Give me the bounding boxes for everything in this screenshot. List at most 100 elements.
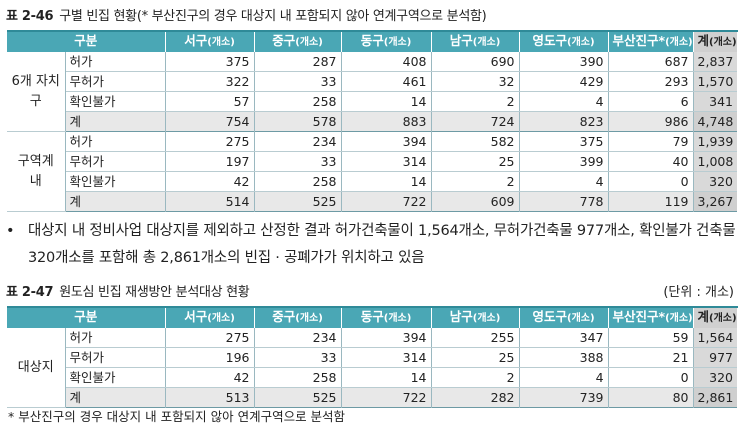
row-group: 대상지 허가 275 234 394 255 347 59 1,564 무허가 196 33 314 25… [7, 328, 738, 408]
column-header-label: 서구 [184, 309, 208, 324]
column-header: 남구(개소) [431, 307, 520, 328]
cell-value: 390 [519, 52, 609, 72]
cell-value: 275 [165, 131, 255, 152]
row-label: 허가 [65, 131, 166, 152]
cell-value: 609 [431, 191, 520, 212]
column-header-unit: (개소) [383, 37, 412, 48]
cell-value: 234 [254, 131, 342, 152]
cell-value: 394 [341, 131, 432, 152]
cell-value: 80 [608, 387, 694, 408]
cell-value: 823 [519, 111, 609, 132]
table-row: 무허가 197 33 314 25 399 40 1,008 [7, 151, 738, 172]
row-label: 확인불가 [65, 367, 166, 388]
cell-value: 42 [165, 171, 255, 192]
cell-value: 14 [341, 367, 432, 388]
cell-value: 21 [608, 347, 694, 368]
cell-value: 255 [431, 328, 520, 348]
column-header: 부산진구*(개소) [608, 307, 694, 328]
cell-value: 375 [165, 52, 255, 72]
table-row: 확인불가 42 258 14 2 4 0 320 [7, 367, 738, 388]
column-header: 계(개소) [693, 31, 738, 52]
summary-text: 대상지 내 정비사업 대상지를 제외하고 산정한 결과 허가건축물이 1,564… [28, 223, 736, 266]
cell-value: 314 [341, 347, 432, 368]
cell-value: 4 [519, 171, 609, 192]
column-header-unit: (개소) [383, 313, 412, 324]
cell-value: 4 [519, 91, 609, 112]
column-header: 남구(개소) [431, 31, 520, 52]
table-row: 대상지 허가 275 234 394 255 347 59 1,564 [7, 328, 738, 408]
table-row: 확인불가 57 258 14 2 4 6 341 [7, 91, 738, 112]
cell-total: 1,570 [693, 71, 738, 92]
row-label: 계 [65, 191, 166, 212]
column-header: 서구(개소) [165, 307, 255, 328]
subtotal-row: 계 513 525 722 282 739 80 2,861 [7, 387, 738, 408]
cell-value: 14 [341, 171, 432, 192]
column-header-unit: (개소) [665, 313, 693, 324]
row-label: 허가 [65, 52, 166, 72]
column-header-label: 중구 [272, 309, 296, 324]
cell-value: 25 [431, 151, 520, 172]
cell-value: 513 [165, 387, 255, 408]
column-header-unit: (개소) [665, 37, 693, 48]
cell-value: 408 [341, 52, 432, 72]
group-label: 대상지 [7, 328, 66, 408]
column-header: 영도구(개소) [519, 31, 609, 52]
table2-caption: 표 2-47 원도심 빈집 재생방안 분석대상 현황 [6, 281, 250, 300]
column-header: 중구(개소) [254, 31, 342, 52]
cell-value: 724 [431, 111, 520, 132]
cell-value: 314 [341, 151, 432, 172]
header-row: 구분 서구(개소) 중구(개소) 동구(개소) 남구(개소) 영도구(개소) 부산진구*(개… [7, 31, 738, 52]
cell-value: 399 [519, 151, 609, 172]
cell-value: 275 [165, 328, 255, 348]
cell-value: 119 [608, 191, 694, 212]
table-analysis-targets: 구분 서구(개소) 중구(개소) 동구(개소) 남구(개소) 영도구(개소) 부산진구*(개… [7, 306, 738, 408]
cell-value: 287 [254, 52, 342, 72]
cell-value: 514 [165, 191, 255, 212]
cell-total: 1,008 [693, 151, 738, 172]
cell-value: 461 [341, 71, 432, 92]
column-header-unit: (개소) [567, 37, 595, 48]
table1-caption-number: 표 2-46 [6, 9, 54, 24]
cell-value: 234 [254, 328, 342, 348]
cell-total: 1,939 [693, 131, 738, 152]
column-header: 구분 [7, 307, 166, 328]
cell-value: 394 [341, 328, 432, 348]
subtotal-row: 계 514 525 722 609 778 119 3,267 [7, 191, 738, 212]
column-header-label: 동구 [360, 309, 384, 324]
column-header: 계(개소) [693, 307, 738, 328]
row-label: 무허가 [65, 347, 166, 368]
cell-value: 33 [254, 347, 342, 368]
cell-value: 525 [254, 191, 342, 212]
table2-unit: (단위 : 개소) [663, 285, 734, 300]
column-header: 서구(개소) [165, 31, 255, 52]
column-header-label: 부산진구* [612, 309, 666, 324]
column-header: 영도구(개소) [519, 307, 609, 328]
cell-value: 2 [431, 91, 520, 112]
column-header-unit: (개소) [295, 313, 323, 324]
cell-value: 690 [431, 52, 520, 72]
cell-value: 33 [254, 151, 342, 172]
cell-total: 320 [693, 367, 738, 388]
cell-value: 42 [165, 367, 255, 388]
column-header-label: 동구 [360, 33, 384, 48]
column-header-unit: (개소) [709, 313, 737, 324]
cell-value: 322 [165, 71, 255, 92]
cell-value: 687 [608, 52, 694, 72]
table-row: 6개 자치구 허가 375 287 408 690 390 687 2,837 [7, 52, 738, 132]
cell-value: 196 [165, 347, 255, 368]
cell-value: 525 [254, 387, 342, 408]
column-header-unit: (개소) [709, 37, 737, 48]
cell-value: 258 [254, 171, 342, 192]
cell-value: 986 [608, 111, 694, 132]
column-header-label: 중구 [272, 33, 296, 48]
column-header-label: 서구 [184, 33, 208, 48]
row-group: 구역계 내 허가 275 234 394 582 375 79 1,939 무허가 197 33 314… [7, 131, 738, 212]
cell-total: 2,861 [693, 387, 738, 408]
row-label: 계 [65, 111, 166, 132]
cell-total: 4,748 [693, 111, 738, 132]
column-header-unit: (개소) [472, 313, 501, 324]
cell-value: 258 [254, 367, 342, 388]
cell-value: 33 [254, 71, 342, 92]
table-row: 구역계 내 허가 275 234 394 582 375 79 1,939 [7, 131, 738, 212]
row-label: 확인불가 [65, 171, 166, 192]
